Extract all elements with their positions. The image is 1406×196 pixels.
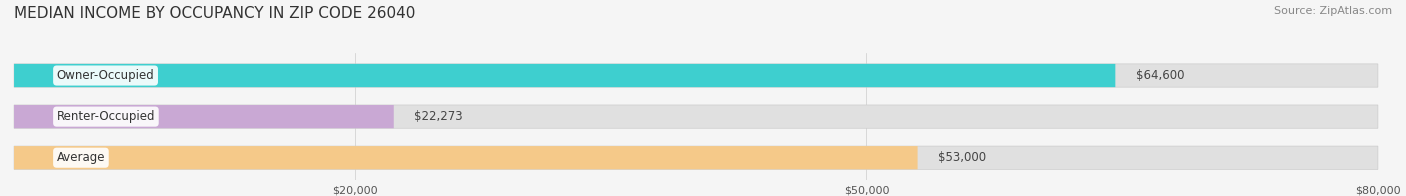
Text: Renter-Occupied: Renter-Occupied bbox=[56, 110, 155, 123]
FancyBboxPatch shape bbox=[14, 64, 1378, 87]
Text: Average: Average bbox=[56, 151, 105, 164]
Text: $22,273: $22,273 bbox=[415, 110, 463, 123]
Text: MEDIAN INCOME BY OCCUPANCY IN ZIP CODE 26040: MEDIAN INCOME BY OCCUPANCY IN ZIP CODE 2… bbox=[14, 6, 415, 21]
Text: Owner-Occupied: Owner-Occupied bbox=[56, 69, 155, 82]
FancyBboxPatch shape bbox=[14, 146, 1378, 169]
Text: $64,600: $64,600 bbox=[1136, 69, 1184, 82]
FancyBboxPatch shape bbox=[14, 64, 1115, 87]
FancyBboxPatch shape bbox=[14, 105, 1378, 128]
FancyBboxPatch shape bbox=[14, 146, 918, 169]
Text: $53,000: $53,000 bbox=[938, 151, 986, 164]
Text: Source: ZipAtlas.com: Source: ZipAtlas.com bbox=[1274, 6, 1392, 16]
FancyBboxPatch shape bbox=[14, 105, 394, 128]
